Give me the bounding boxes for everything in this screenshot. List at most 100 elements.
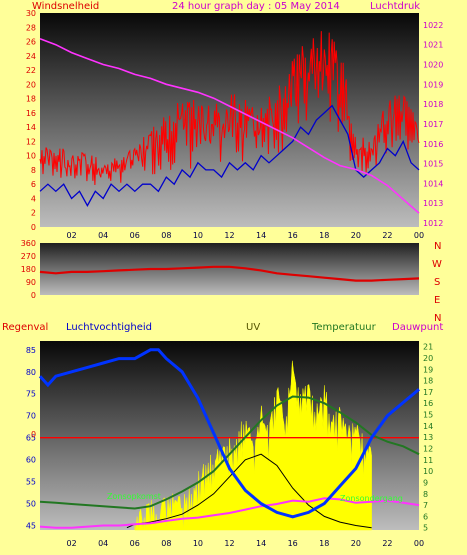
rain-zero-label: 0: [31, 430, 36, 439]
x-tick-label-top: 20: [351, 231, 361, 240]
temperature-y-tick-label: 14: [423, 422, 433, 431]
humidity-y-tick-label: 60: [26, 456, 36, 465]
pressure-y-tick-label: 1020: [423, 61, 443, 70]
legend-uv: UV: [246, 322, 260, 333]
temperature-y-tick-label: 17: [423, 388, 433, 397]
humidity-y-tick-label: 65: [26, 434, 36, 443]
x-tick-label-bottom: 00: [414, 539, 424, 548]
x-tick-label-bottom: 10: [193, 539, 203, 548]
wind-y-tick-label: 12: [26, 137, 36, 146]
humidity-y-tick-label: 45: [26, 522, 36, 531]
sunset-annotation: Zonsondergang: [340, 494, 403, 503]
temperature-series: [39, 395, 420, 510]
compass-label-n-top: N: [434, 241, 441, 252]
x-tick-label-bottom: 22: [382, 539, 392, 548]
humidity-y-tick-label: 70: [26, 412, 36, 421]
x-tick-label-top: 10: [193, 231, 203, 240]
legend-dewpoint: Dauwpunt: [392, 322, 443, 333]
humidity-y-tick-label: 85: [26, 346, 36, 355]
wind-y-tick-label: 18: [26, 95, 36, 104]
humidity-series: [38, 348, 420, 519]
wind-y-tick-label: 28: [26, 23, 36, 32]
wind-y-tick-label: 14: [26, 123, 36, 132]
pressure-y-tick-label: 1019: [423, 80, 443, 89]
direction-y-tick-label: 270: [21, 252, 36, 261]
direction-y-tick-label: 180: [21, 265, 36, 274]
chart-title: 24 hour graph day : 05 May 2014: [172, 1, 340, 12]
x-tick-label-bottom: 08: [161, 539, 171, 548]
wind-y-tick-label: 6: [31, 180, 36, 189]
compass-label-n-bottom: N: [434, 313, 441, 324]
x-tick-label-bottom: 04: [98, 539, 108, 548]
x-tick-label-bottom: 02: [66, 539, 76, 548]
humidity-y-tick-label: 50: [26, 500, 36, 509]
humidity-y-tick-label: 80: [26, 368, 36, 377]
x-tick-label-top: 06: [130, 231, 140, 240]
legend-rainfall: Regenval: [2, 322, 48, 333]
temperature-y-tick-label: 11: [423, 456, 433, 465]
temperature-y-tick-label: 16: [423, 399, 433, 408]
x-tick-label-top: 16: [288, 231, 298, 240]
direction-plot-area: [40, 243, 419, 295]
temperature-y-tick-label: 12: [423, 445, 433, 454]
legend-humidity: Luchtvochtigheid: [66, 322, 152, 333]
sunrise-annotation: Zonsopkomst: [107, 492, 161, 501]
x-tick-label-bottom: 18: [319, 539, 329, 548]
wind-y-tick-label: 24: [26, 52, 36, 61]
wind-y-tick-label: 20: [26, 80, 36, 89]
humidity-y-tick-label: 75: [26, 390, 36, 399]
pressure-y-tick-label: 1017: [423, 120, 443, 129]
temperature-y-tick-label: 15: [423, 411, 433, 420]
wind-plot-area: [40, 13, 419, 227]
wind-gust-series: [39, 31, 420, 186]
direction-y-tick-label: 0: [31, 291, 36, 300]
dewpoint-series: [39, 497, 420, 529]
wind-y-tick-label: 16: [26, 109, 36, 118]
x-tick-label-top: 00: [414, 231, 424, 240]
temperature-y-tick-label: 18: [423, 377, 433, 386]
wind-y-tick-label: 2: [31, 209, 36, 218]
pressure-y-tick-label: 1021: [423, 41, 443, 50]
temperature-y-tick-label: 5: [423, 524, 428, 533]
wind-direction-series: [39, 265, 420, 282]
x-tick-label-top: 22: [382, 231, 392, 240]
temperature-y-tick-label: 7: [423, 501, 428, 510]
pressure-y-tick-label: 1013: [423, 199, 443, 208]
pressure-y-tick-label: 1022: [423, 21, 443, 30]
uv-area-series: [134, 360, 372, 531]
x-tick-label-bottom: 12: [224, 539, 234, 548]
x-tick-label-bottom: 06: [130, 539, 140, 548]
x-tick-label-top: 14: [256, 231, 266, 240]
direction-y-tick-label: 90: [26, 278, 36, 287]
right-axis-label-pressure: Luchtdruk: [370, 1, 420, 12]
direction-y-tick-label: 360: [21, 239, 36, 248]
wind-y-tick-label: 22: [26, 66, 36, 75]
pressure-series: [39, 38, 420, 214]
x-tick-label-top: 08: [161, 231, 171, 240]
pressure-y-tick-label: 1014: [423, 179, 443, 188]
solar-series: [126, 453, 372, 529]
x-tick-label-top: 02: [66, 231, 76, 240]
pressure-y-tick-label: 1015: [423, 160, 443, 169]
x-tick-label-top: 04: [98, 231, 108, 240]
left-axis-label-wind-speed: Windsnelheid: [32, 1, 99, 12]
legend-temperature: Temperatuur: [311, 322, 377, 333]
temperature-y-tick-label: 13: [423, 433, 433, 442]
x-tick-label-bottom: 20: [351, 539, 361, 548]
pressure-y-tick-label: 1012: [423, 219, 443, 228]
x-tick-label-bottom: 14: [256, 539, 266, 548]
x-tick-label-top: 12: [224, 231, 234, 240]
temperature-y-tick-label: 8: [423, 490, 428, 499]
temperature-y-tick-label: 10: [423, 467, 433, 476]
wind-y-tick-label: 10: [26, 152, 36, 161]
x-tick-label-bottom: 16: [288, 539, 298, 548]
wind-y-tick-label: 30: [26, 9, 36, 18]
wind-y-tick-label: 26: [26, 38, 36, 47]
compass-label-s: S: [434, 277, 440, 288]
temperature-y-tick-label: 19: [423, 365, 433, 374]
wind-y-tick-label: 0: [31, 223, 36, 232]
temperature-y-tick-label: 9: [423, 478, 428, 487]
temperature-y-tick-label: 21: [423, 343, 433, 352]
